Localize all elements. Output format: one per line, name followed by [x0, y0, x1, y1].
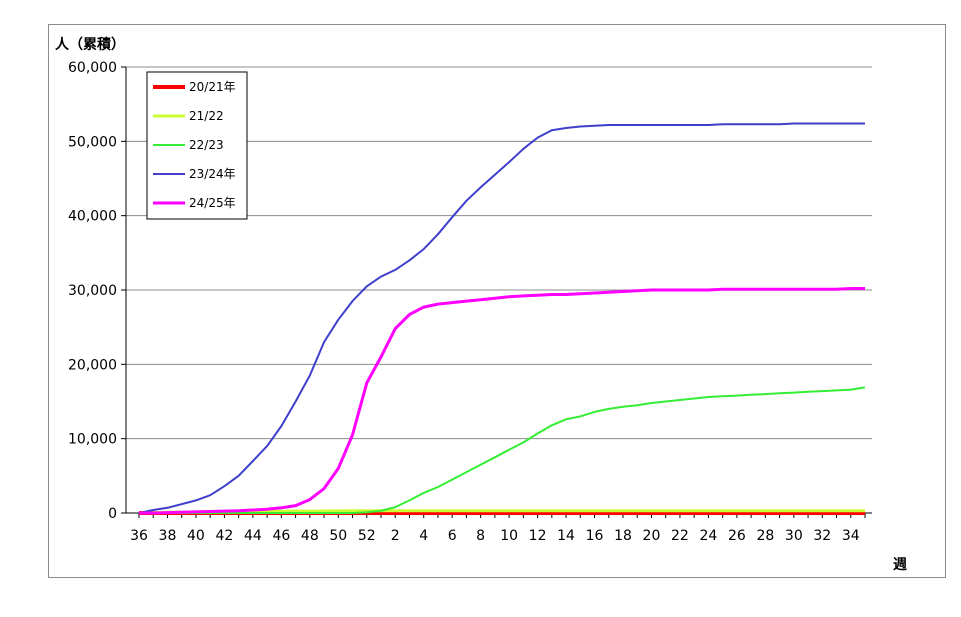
- series-line: [138, 509, 865, 515]
- x-tick-label: 38: [159, 528, 177, 544]
- x-tick-label: 32: [813, 528, 831, 544]
- legend: 20/21年 21/22 22/23 23/24年 24/25年: [146, 71, 248, 220]
- x-tick-label: 36: [130, 528, 148, 544]
- y-tick-label: 50,000: [68, 134, 117, 150]
- x-tick-label: 28: [756, 528, 774, 544]
- x-tick-label: 22: [671, 528, 689, 544]
- x-tick-label: 10: [500, 528, 518, 544]
- x-tick-label: 16: [586, 528, 604, 544]
- series-line: [138, 122, 865, 514]
- x-tick-label: 44: [244, 528, 262, 544]
- x-tick-label: 14: [557, 528, 575, 544]
- legend-label: 23/24年: [189, 167, 236, 181]
- y-tick-label: 30,000: [68, 283, 117, 299]
- x-axis-label: 週: [893, 557, 907, 573]
- x-tick-label: 12: [529, 528, 547, 544]
- gridlines: [126, 66, 872, 440]
- series-line: [139, 287, 865, 515]
- x-tick-label: 24: [699, 528, 717, 544]
- x-tick-label: 26: [728, 528, 746, 544]
- x-tick-label: 46: [272, 528, 290, 544]
- x-tick-label: 20: [643, 528, 661, 544]
- series-lines: [138, 122, 866, 515]
- x-axis-ticks: 36 38 40 42 44 46 48 50 52 2 4 6 8 10 12 14 16 18 20 22 24 26…: [130, 513, 866, 544]
- x-tick-label: 52: [358, 528, 376, 544]
- y-tick-label: 20,000: [68, 357, 117, 373]
- x-tick-label: 6: [448, 528, 457, 544]
- x-tick-label: 40: [187, 528, 205, 544]
- y-tick-label: 0: [108, 506, 117, 522]
- y-axis-label: 人（累積）: [55, 36, 125, 53]
- legend-label: 24/25年: [189, 196, 236, 210]
- x-tick-label: 18: [614, 528, 632, 544]
- x-tick-label: 42: [215, 528, 233, 544]
- legend-label: 22/23: [189, 138, 224, 152]
- legend-label: 20/21年: [189, 80, 236, 94]
- x-tick-label: 2: [391, 528, 400, 544]
- y-tick-label: 40,000: [68, 209, 117, 225]
- series-line: [139, 386, 866, 514]
- y-tick-label: 10,000: [68, 432, 117, 448]
- x-tick-label: 30: [785, 528, 803, 544]
- x-tick-label: 48: [301, 528, 319, 544]
- x-tick-label: 8: [476, 528, 485, 544]
- x-tick-label: 4: [419, 528, 428, 544]
- x-tick-label: 34: [842, 528, 860, 544]
- y-axis-ticks: 0 10,000 20,000 30,000 40,000 50,000 60,000: [68, 60, 126, 522]
- x-tick-label: 50: [329, 528, 347, 544]
- legend-label: 21/22: [189, 109, 224, 123]
- y-tick-label: 60,000: [68, 60, 117, 76]
